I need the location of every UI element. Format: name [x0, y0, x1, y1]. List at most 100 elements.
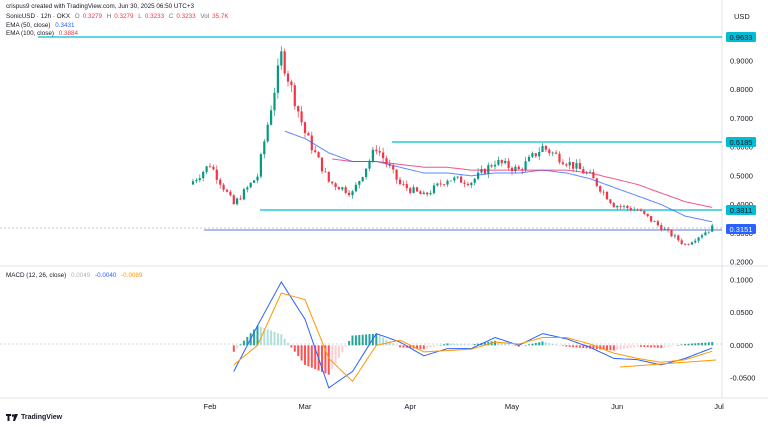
macd-hist-bar[interactable]	[677, 345, 680, 346]
candle-body[interactable]	[361, 177, 364, 182]
candle-body[interactable]	[704, 232, 707, 236]
macd-hist-bar[interactable]	[395, 345, 398, 346]
candle-body[interactable]	[392, 165, 395, 170]
macd-hist-bar[interactable]	[640, 345, 642, 347]
macd-hist-bar[interactable]	[575, 345, 578, 348]
macd-hist-bar[interactable]	[409, 345, 412, 349]
candle-body[interactable]	[354, 184, 357, 192]
candle-body[interactable]	[320, 157, 324, 172]
macd-hist-bar[interactable]	[578, 345, 581, 348]
macd-hist-bar[interactable]	[310, 345, 313, 368]
time-axis[interactable]: Feb Mar Apr May Jun Jul	[204, 402, 725, 411]
candle-body[interactable]	[470, 182, 473, 186]
candle-body[interactable]	[198, 178, 201, 180]
candle-body[interactable]	[348, 192, 351, 196]
macd-hist-bar[interactable]	[334, 345, 337, 364]
macd-hist-bar[interactable]	[388, 341, 391, 346]
macd-hist-bar[interactable]	[636, 345, 639, 347]
candle-body[interactable]	[395, 169, 398, 180]
candle-body[interactable]	[514, 166, 517, 172]
macd-hist-bar[interactable]	[283, 338, 286, 346]
macd-hist-bar[interactable]	[680, 344, 683, 346]
macd-hist-bar[interactable]	[385, 339, 388, 346]
macd-hist-bar[interactable]	[470, 344, 473, 346]
macd-hist-bar[interactable]	[650, 345, 653, 348]
macd-hist-bar[interactable]	[531, 343, 534, 346]
candle-body[interactable]	[405, 184, 408, 189]
candle-body[interactable]	[368, 160, 371, 169]
candle-body[interactable]	[694, 240, 697, 243]
macd-hist-bar[interactable]	[673, 345, 676, 346]
candle-body[interactable]	[378, 151, 381, 153]
candle-body[interactable]	[242, 189, 245, 200]
candle-body[interactable]	[534, 153, 537, 157]
macd-hist-bar[interactable]	[416, 345, 418, 349]
candle-body[interactable]	[453, 177, 456, 181]
macd-hist-bar[interactable]	[304, 345, 306, 365]
macd-hist-bar[interactable]	[368, 334, 371, 346]
candle-body[interactable]	[677, 235, 680, 241]
macd-hist-bar[interactable]	[351, 335, 354, 346]
macd-hist-bar[interactable]	[616, 345, 619, 350]
macd-hist-bar[interactable]	[280, 334, 283, 346]
current-price-badge[interactable]	[726, 224, 756, 234]
macd-hist-bar[interactable]	[565, 345, 568, 347]
macd-hist-bar[interactable]	[463, 344, 466, 346]
macd-hist-bar[interactable]	[660, 345, 663, 348]
candle-body[interactable]	[324, 171, 327, 173]
macd-hist-bar[interactable]	[382, 337, 385, 346]
macd-hist-bar[interactable]	[602, 345, 605, 350]
macd-hist-bar[interactable]	[276, 333, 279, 346]
macd-hist-bar[interactable]	[290, 345, 293, 348]
candle-body[interactable]	[605, 192, 609, 200]
candle-body[interactable]	[208, 166, 212, 168]
macd-hist-bar[interactable]	[293, 345, 296, 352]
candle-body[interactable]	[663, 228, 666, 231]
macd-hist-bar[interactable]	[619, 345, 622, 350]
macd-hist-bar[interactable]	[433, 345, 435, 347]
macd-line[interactable]	[233, 281, 713, 389]
macd-hist-bar[interactable]	[232, 345, 235, 352]
candle-body[interactable]	[619, 206, 622, 207]
macd-hist-bar[interactable]	[273, 331, 276, 346]
macd-hist-bar[interactable]	[524, 345, 527, 346]
candle-body[interactable]	[371, 149, 374, 161]
candle-body[interactable]	[561, 162, 564, 165]
macd-hist-bar[interactable]	[670, 345, 673, 347]
candle-body[interactable]	[205, 166, 208, 172]
macd-hist-bar[interactable]	[494, 340, 496, 346]
candle-body[interactable]	[639, 210, 643, 212]
macd-hist-bar[interactable]	[337, 345, 340, 358]
candle-body[interactable]	[487, 165, 490, 174]
macd-hist-bar[interactable]	[259, 326, 262, 346]
macd-hist-bar[interactable]	[460, 344, 463, 346]
macd-hist-bar[interactable]	[507, 344, 510, 346]
macd-hist-bar[interactable]	[426, 345, 429, 349]
macd-hist-bar[interactable]	[707, 342, 710, 346]
macd-hist-bar[interactable]	[585, 345, 588, 349]
macd-hist-bar[interactable]	[453, 343, 456, 346]
candle-body[interactable]	[351, 191, 354, 196]
candle-body[interactable]	[500, 160, 503, 164]
candle-body[interactable]	[276, 65, 279, 93]
candle-body[interactable]	[317, 152, 320, 158]
macd-hist-bar[interactable]	[697, 343, 700, 346]
candle-body[interactable]	[527, 156, 531, 162]
macd-hist-bar[interactable]	[497, 341, 500, 346]
candle-body[interactable]	[412, 187, 415, 193]
macd-hist-bar[interactable]	[287, 343, 289, 346]
macd-hist-bar[interactable]	[358, 335, 361, 346]
macd-hist-bar[interactable]	[300, 345, 303, 361]
candle-body[interactable]	[589, 172, 592, 173]
candle-body[interactable]	[490, 165, 493, 167]
candle-body[interactable]	[592, 172, 595, 179]
candle-body[interactable]	[707, 231, 710, 233]
candle-body[interactable]	[497, 160, 500, 165]
symbol-title[interactable]: SonicUSD · 12h · OKX	[6, 13, 71, 20]
macd-hist-bar[interactable]	[466, 344, 469, 346]
candle-body[interactable]	[463, 182, 466, 184]
candle-body[interactable]	[684, 243, 687, 245]
candle-body[interactable]	[697, 237, 700, 241]
candle-body[interactable]	[646, 213, 649, 217]
macd-hist-bar[interactable]	[297, 345, 300, 357]
